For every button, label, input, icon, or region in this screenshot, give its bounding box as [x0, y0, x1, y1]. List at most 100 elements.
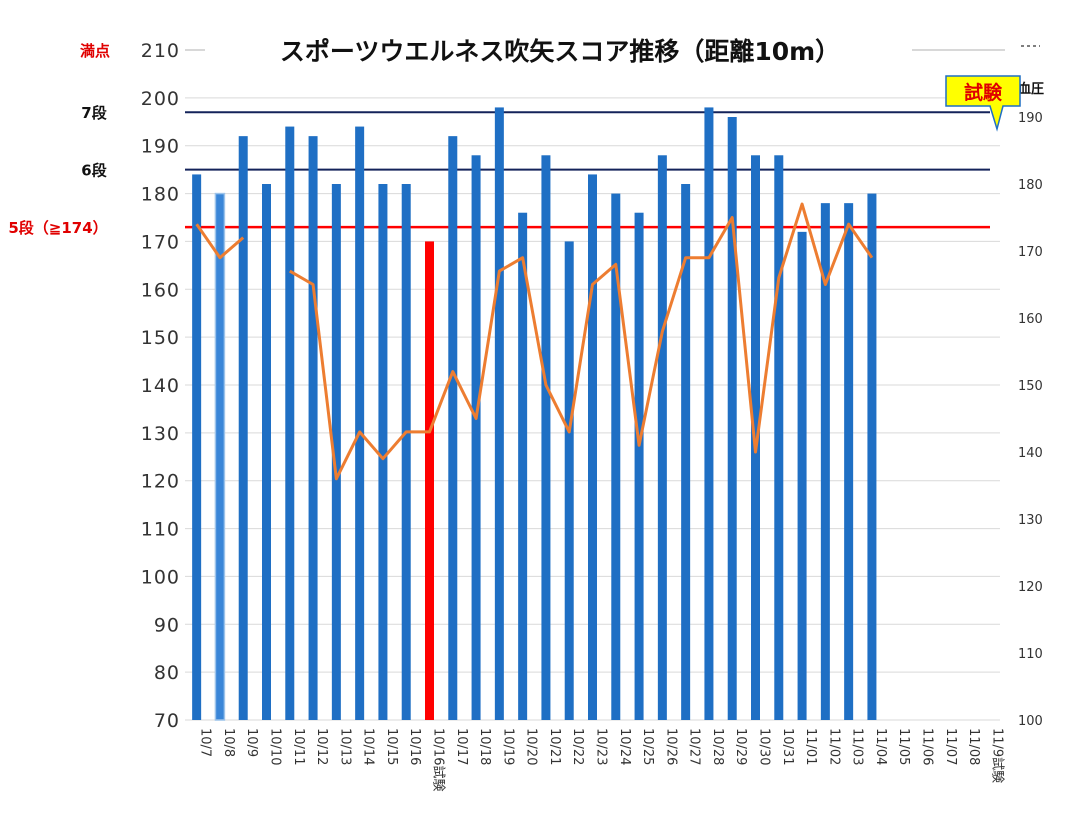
right-tick-label: 140: [1018, 446, 1043, 461]
left-tick-label: 160: [141, 279, 180, 301]
x-tick-label: 10/30: [757, 728, 772, 765]
x-tick-label: 10/16: [407, 728, 422, 765]
x-tick-label: 10/16試験: [431, 728, 447, 791]
right-tick-label: 130: [1018, 513, 1043, 528]
left-tick-label: 170: [141, 231, 180, 253]
bar: [541, 155, 551, 721]
callout-text: 試験: [964, 81, 1003, 104]
left-tick-label: 130: [141, 423, 180, 445]
bar: [214, 192, 226, 721]
right-tick-label: 120: [1018, 580, 1043, 595]
right-tick-label: 110: [1018, 647, 1043, 662]
callout-bubble: [945, 75, 1021, 132]
reference-label: 5段（≧174）: [8, 219, 107, 237]
x-tick-label: 10/24: [617, 728, 632, 765]
left-tick-label: 190: [141, 136, 180, 158]
x-tick-label: 10/25: [640, 728, 655, 765]
bar: [727, 117, 737, 720]
x-tick-label: 11/02: [826, 728, 841, 765]
x-tick-label: 10/9: [244, 728, 259, 757]
x-tick-label: 11/07: [943, 728, 958, 765]
x-tick-label: 10/10: [268, 728, 283, 765]
bar: [425, 241, 434, 720]
bar: [820, 203, 830, 721]
bar: [518, 212, 528, 720]
x-tick-label: 11/04: [873, 728, 888, 765]
x-tick-label: 10/8: [221, 728, 236, 757]
x-tick-label: 10/27: [687, 728, 702, 765]
bar: [564, 241, 574, 720]
x-tick-label: 10/31: [780, 728, 795, 765]
bar: [471, 155, 481, 721]
x-tick-label: 10/28: [710, 728, 725, 765]
x-tick-label: 10/26: [663, 728, 678, 765]
x-tick-label: 10/23: [594, 728, 609, 765]
x-tick-label: 10/14: [361, 728, 376, 765]
right-tick-label: 100: [1018, 714, 1043, 729]
x-tick-label: 10/18: [477, 728, 492, 765]
bar: [494, 107, 504, 720]
right-tick-label: 160: [1018, 312, 1043, 327]
x-tick-label: 10/17: [454, 728, 469, 765]
bar: [448, 136, 458, 721]
left-tick-label: 200: [141, 88, 180, 110]
left-axis: 70 80 90 100 110 120 130 140 150 160 170 180 190 200 2…: [141, 40, 180, 732]
left-tick-label: 120: [141, 471, 180, 493]
bar: [331, 184, 341, 720]
x-tick-label: 10/12: [314, 728, 329, 765]
x-tick-label: 10/15: [384, 728, 399, 765]
bar: [797, 231, 807, 720]
left-tick-label: 140: [141, 375, 180, 397]
left-tick-label: 90: [154, 614, 180, 636]
x-tick-label: 10/13: [337, 728, 352, 765]
x-tick-label: 11/08: [966, 728, 981, 765]
blood-pressure-line: [289, 202, 874, 481]
bar-series: [192, 107, 877, 721]
right-tick-label: 150: [1018, 379, 1043, 394]
reference-labels: 満点 7段 6段 5段（≧174）: [8, 42, 110, 237]
reference-label: 満点: [80, 42, 110, 60]
x-tick-label: 11/9試験: [989, 728, 1005, 783]
bar: [192, 174, 202, 720]
x-tick-label: 11/03: [850, 728, 865, 765]
x-tick-label: 10/21: [547, 728, 562, 765]
bar: [634, 212, 644, 720]
x-tick-label: 10/29: [733, 728, 748, 765]
left-tick-label: 110: [141, 519, 180, 541]
bar: [355, 126, 365, 721]
reference-lines: [185, 111, 990, 229]
left-tick-label: 150: [141, 327, 180, 349]
bar: [378, 184, 388, 720]
left-tick-label: 210: [141, 40, 180, 62]
x-tick-label: 11/05: [896, 728, 911, 765]
x-tick-label: 10/11: [291, 728, 306, 765]
bar: [681, 184, 691, 720]
exam-callout: 試験: [945, 75, 1021, 132]
reference-label: 7段: [81, 104, 106, 122]
x-axis: 10/7 10/8 10/9 10/10 10/11 10/12 10/13 10/14 10/…: [198, 728, 1006, 791]
x-tick-label: 11/06: [920, 728, 935, 765]
left-tick-label: 180: [141, 184, 180, 206]
bar: [774, 155, 784, 721]
x-tick-label: 10/20: [524, 728, 539, 765]
left-tick-label: 70: [154, 710, 180, 732]
bar: [238, 136, 248, 721]
right-tick-label: 190: [1018, 111, 1043, 126]
bar: [867, 193, 877, 721]
chart-title: スポーツウエルネス吹矢スコア推移（距離10m）: [280, 37, 840, 66]
x-tick-label: 10/19: [500, 728, 515, 765]
bar: [308, 136, 318, 721]
right-axis: 100 110 120 130 140 150 160 170 180 190: [1018, 45, 1043, 729]
bar: [285, 126, 295, 721]
bar: [611, 193, 621, 721]
right-axis-unit-label: 血圧: [1018, 81, 1044, 97]
bar: [588, 174, 597, 720]
x-tick-label: 10/7: [198, 728, 213, 757]
left-tick-label: 100: [141, 566, 180, 588]
bar: [262, 184, 271, 720]
blood-pressure-series: [195, 202, 874, 481]
right-tick-label: 170: [1018, 245, 1043, 260]
blood-pressure-line: [195, 223, 245, 260]
reference-label: 6段: [81, 162, 106, 180]
